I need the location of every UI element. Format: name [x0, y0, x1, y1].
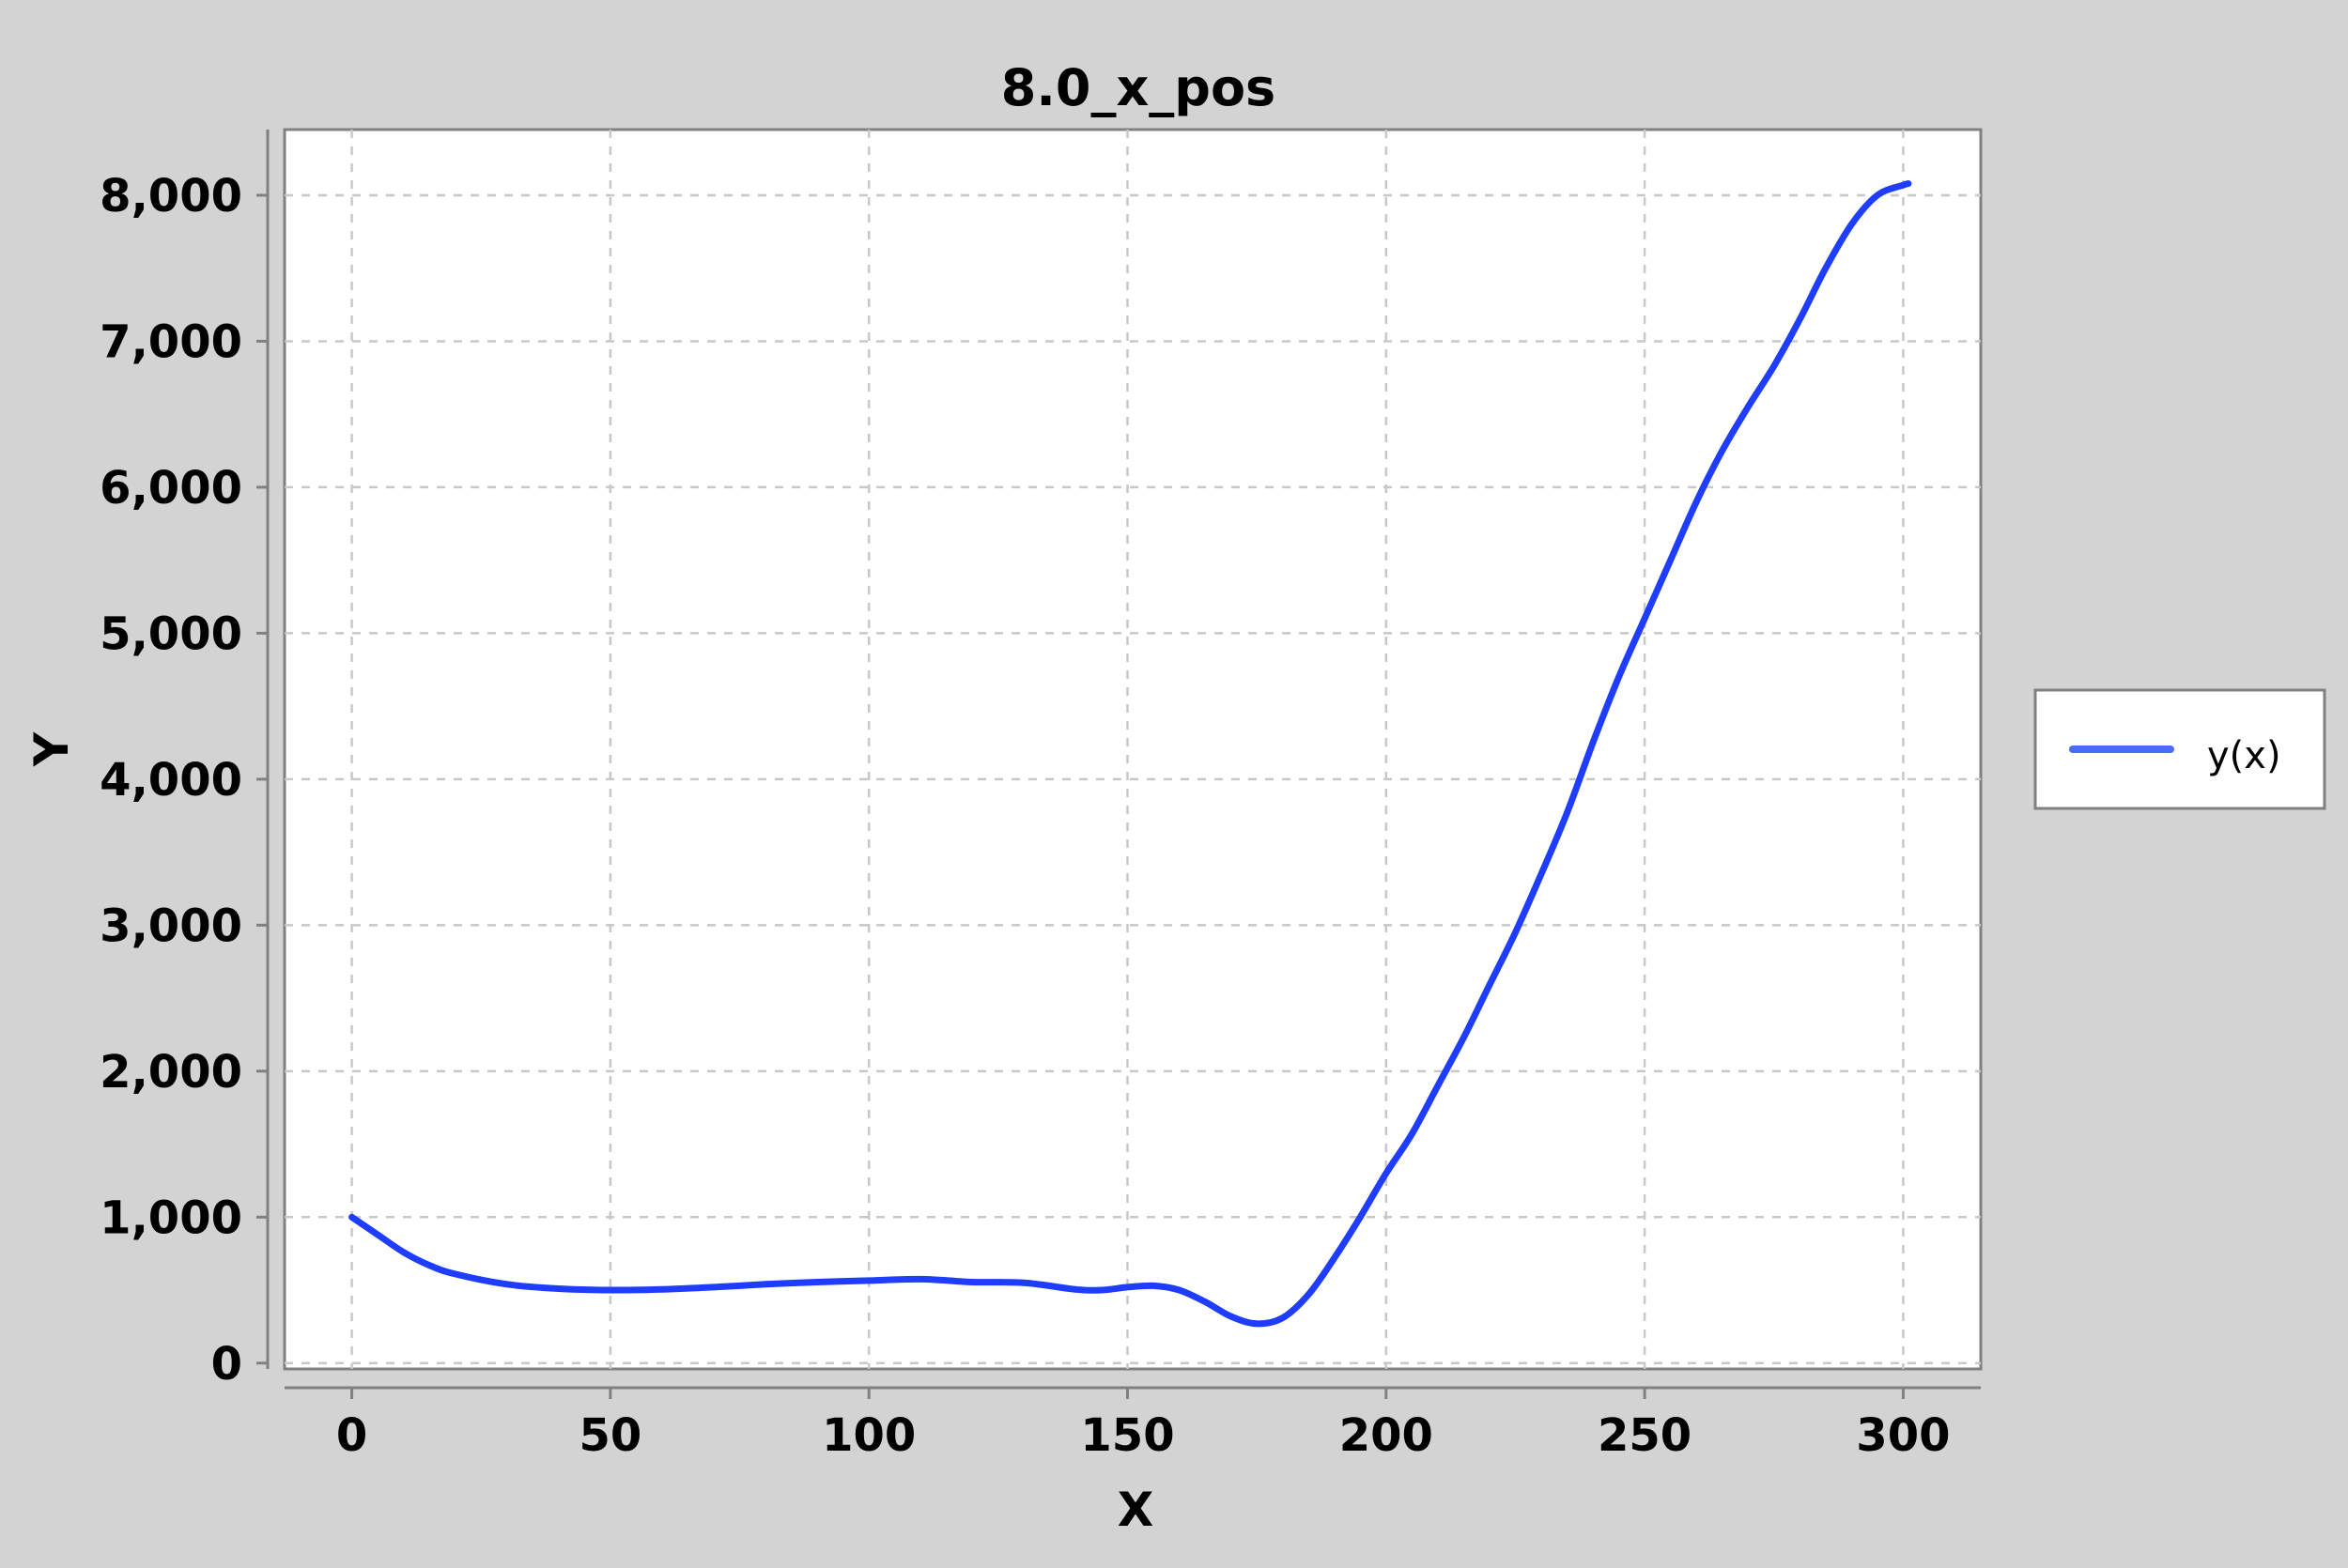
data-point: [866, 1277, 873, 1284]
data-point: [426, 1262, 433, 1268]
data-point: [1564, 809, 1570, 816]
y-tick-label: 2,000: [100, 1046, 242, 1099]
y-tick-label: 7,000: [100, 315, 242, 368]
data-point: [555, 1285, 562, 1292]
plot-area: [283, 128, 1983, 1371]
data-point: [1124, 1284, 1131, 1290]
data-point: [1900, 182, 1907, 189]
y-tick-label: 5,000: [100, 607, 242, 660]
y-tick-label: 1,000: [100, 1191, 242, 1244]
data-point: [1099, 1287, 1104, 1293]
data-point: [1770, 362, 1777, 369]
y-axis-label: Y: [24, 731, 79, 767]
data-point: [1434, 1083, 1441, 1089]
data-point: [658, 1286, 665, 1293]
y-tick-label: 6,000: [100, 462, 242, 515]
data-point: [969, 1279, 976, 1285]
data-point: [1642, 615, 1648, 622]
data-point: [1905, 180, 1911, 187]
data-point: [1719, 448, 1725, 453]
data-point: [814, 1279, 821, 1285]
data-point: [1693, 499, 1700, 505]
data-point: [1590, 740, 1596, 746]
x-tick-label: 50: [579, 1409, 641, 1462]
y-tick-label: 4,000: [100, 754, 242, 807]
data-point: [607, 1287, 613, 1293]
data-point: [1151, 1283, 1156, 1289]
data-point: [1848, 222, 1855, 228]
data-point: [375, 1232, 381, 1237]
data-point: [763, 1281, 769, 1287]
x-tick-label: 150: [1080, 1409, 1174, 1462]
data-point: [918, 1276, 924, 1283]
data-point: [503, 1281, 510, 1287]
tick-layer: 0 50 100 150 200 250 300 0 1,000 2,000 3,000 4,000 5…: [100, 170, 1950, 1462]
data-point: [1073, 1286, 1079, 1293]
x-tick-label: 100: [822, 1409, 916, 1462]
data-point: [1279, 1314, 1286, 1321]
data-point: [1822, 265, 1829, 271]
data-point: [1512, 930, 1519, 936]
data-point: [711, 1284, 717, 1290]
x-tick-label: 250: [1598, 1409, 1691, 1462]
data-point: [400, 1249, 407, 1255]
data-point: [1202, 1299, 1209, 1305]
x-tick-label: 200: [1339, 1409, 1433, 1462]
data-point: [1745, 404, 1752, 410]
data-point: [1486, 982, 1492, 989]
data-point: [1615, 674, 1622, 680]
data-point: [1331, 1254, 1337, 1261]
data-point: [1667, 557, 1674, 563]
data-point: [1538, 870, 1544, 877]
data-point: [1021, 1280, 1027, 1286]
y-tick-label: 8,000: [100, 170, 242, 223]
legend: y(x): [2033, 688, 2326, 810]
data-point: [452, 1270, 458, 1277]
y-tick-label: 0: [211, 1338, 242, 1391]
data-point: [1176, 1287, 1182, 1293]
data-point: [1383, 1170, 1389, 1176]
data-point: [1305, 1291, 1312, 1298]
data-point: [1254, 1320, 1260, 1327]
y-tick-label: 3,000: [100, 899, 242, 952]
data-point: [348, 1214, 355, 1221]
x-tick-label: 0: [336, 1409, 367, 1462]
grid-layer: [285, 130, 1981, 1369]
data-point: [1874, 192, 1880, 198]
data-point: [1460, 1035, 1467, 1041]
data-point: [1797, 316, 1803, 323]
x-axis-label: X: [1118, 1483, 1154, 1537]
series-layer: [348, 180, 1912, 1328]
data-point: [1409, 1130, 1415, 1137]
data-point: [1357, 1214, 1364, 1221]
x-tick-label: 300: [1856, 1409, 1950, 1462]
chart-title: 8.0_x_pos: [1001, 58, 1275, 117]
legend-label: y(x): [2207, 734, 2281, 777]
data-point: [1228, 1314, 1234, 1319]
axis-layer: [266, 130, 1981, 1390]
